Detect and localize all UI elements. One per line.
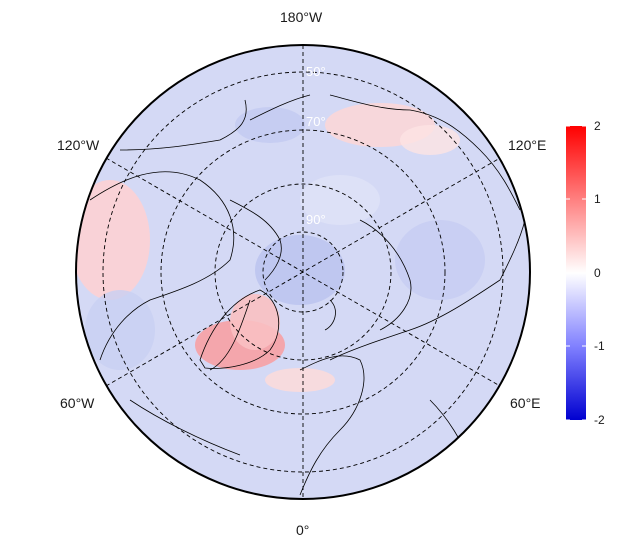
colorbar-tick-0: 0 [594,266,601,280]
lon-label-120w: 120°W [57,137,100,153]
colorbar-tick-1: 1 [594,192,601,206]
graticule [102,45,504,499]
colorbar-ticks [566,125,586,421]
anomaly-field [76,45,530,499]
lat-label-90: 90° [306,212,326,227]
lat-label-70: 70° [306,114,326,129]
lon-label-60e: 60°E [510,395,541,411]
colorbar-tick-neg1: -1 [594,339,605,353]
map-boundary [75,44,531,500]
colorbar-tick-neg2: -2 [594,413,605,427]
colorbar [566,126,586,420]
lon-label-120e: 120°E [508,137,547,153]
lon-label-60w: 60°W [60,395,95,411]
lat-label-50: 50° [306,64,326,79]
lon-label-0: 0° [296,522,310,538]
colorbar-tick-2: 2 [594,119,601,133]
lon-label-180w: 180°W [280,9,323,25]
